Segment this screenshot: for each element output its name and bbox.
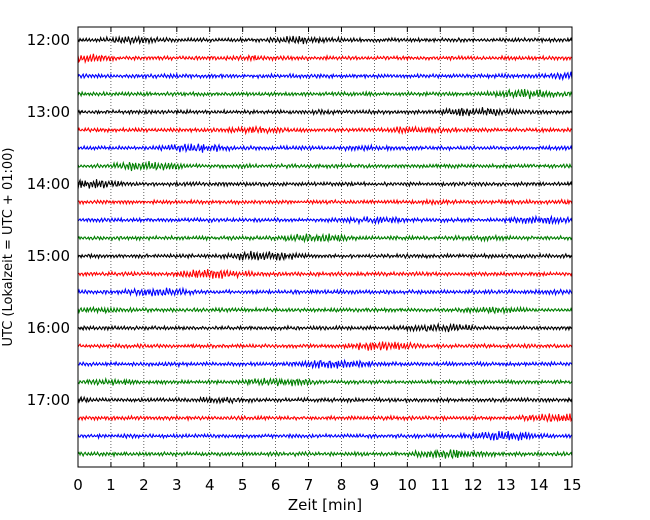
- seismic-traces: [77, 34, 573, 460]
- trace-12:00: [77, 34, 573, 46]
- trace-12:45: [77, 88, 573, 100]
- trace-17:45: [77, 448, 573, 460]
- x-tick-label-3: 3: [172, 476, 182, 494]
- x-tick-label-1: 1: [106, 476, 116, 494]
- trace-13:00: [77, 106, 573, 117]
- x-tick-label-9: 9: [370, 476, 380, 494]
- trace-17:00: [77, 395, 573, 405]
- trace-14:30: [77, 214, 573, 226]
- trace-12:15: [77, 53, 573, 65]
- x-axis-label: Zeit [min]: [288, 496, 362, 514]
- x-tick-label-8: 8: [337, 476, 347, 494]
- trace-17:15: [77, 413, 573, 423]
- y-tick-label-16:00: 16:00: [27, 319, 70, 337]
- trace-16:30: [78, 358, 573, 370]
- trace-16:00: [77, 321, 573, 333]
- trace-14:45: [77, 232, 573, 244]
- trace-13:30: [77, 143, 573, 154]
- y-tick-label-13:00: 13:00: [27, 103, 70, 121]
- x-tick-label-13: 13: [497, 476, 516, 494]
- trace-12:30: [77, 71, 573, 82]
- x-tick-label-7: 7: [304, 476, 314, 494]
- x-tick-label-11: 11: [431, 476, 450, 494]
- trace-14:00: [77, 178, 573, 189]
- y-tick-label-17:00: 17:00: [27, 391, 70, 409]
- trace-14:15: [77, 197, 573, 207]
- x-tick-label-6: 6: [271, 476, 281, 494]
- trace-17:30: [77, 430, 573, 441]
- x-tick-label-0: 0: [73, 476, 83, 494]
- x-tick-label-12: 12: [464, 476, 483, 494]
- trace-13:15: [77, 124, 573, 136]
- trace-15:00: [77, 250, 573, 262]
- y-tick-label-15:00: 15:00: [27, 247, 70, 265]
- x-tick-label-14: 14: [530, 476, 549, 494]
- x-tick-label-2: 2: [139, 476, 149, 494]
- x-tick-label-10: 10: [398, 476, 417, 494]
- trace-15:30: [77, 286, 573, 298]
- plot-frame: [77, 26, 573, 468]
- x-tick-label-5: 5: [238, 476, 248, 494]
- trace-13:45: [77, 160, 573, 172]
- grid-lines: [110, 27, 540, 467]
- y-axis-ticks: 12:00 13:00 14:00 15:00 16:00 17:00: [27, 31, 572, 409]
- y-tick-label-14:00: 14:00: [27, 175, 70, 193]
- trace-15:45: [77, 305, 573, 315]
- trace-16:15: [77, 341, 573, 351]
- trace-15:15: [77, 268, 573, 280]
- y-tick-label-12:00: 12:00: [27, 31, 70, 49]
- x-tick-label-15: 15: [562, 476, 581, 494]
- trace-16:45: [77, 376, 573, 387]
- x-tick-label-4: 4: [205, 476, 215, 494]
- y-axis-label: UTC (Lokalzeit = UTC + 01:00): [1, 148, 16, 347]
- x-axis-ticks: 0 1 2 3 4 5 6 7 8 9 10 11 12 13 14 15: [73, 27, 582, 494]
